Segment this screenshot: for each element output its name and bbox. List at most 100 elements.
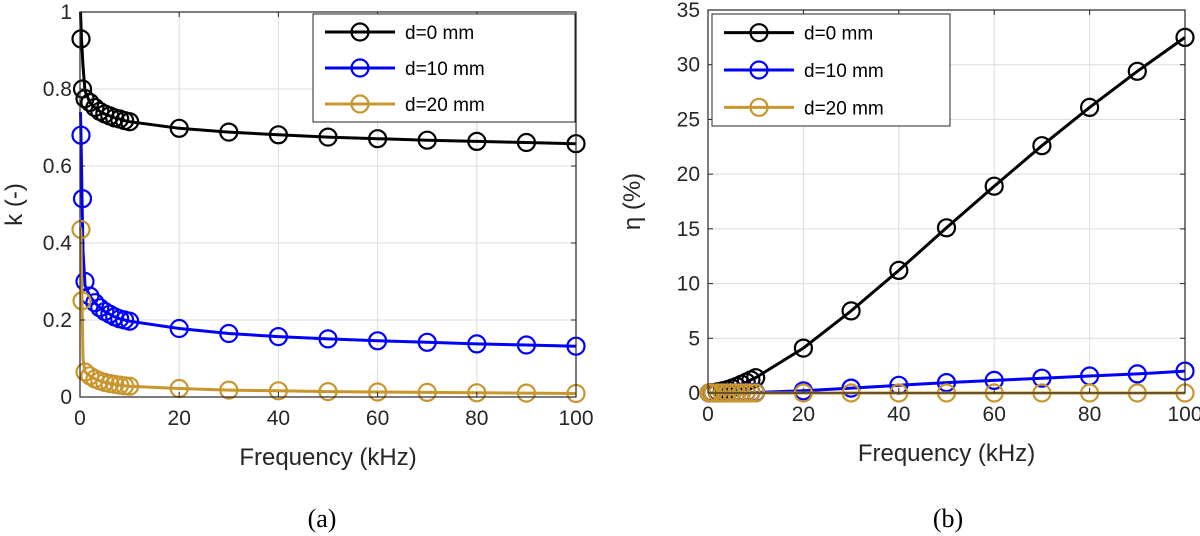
data-point bbox=[368, 129, 388, 149]
y-tick-label: 5 bbox=[688, 327, 700, 350]
data-point bbox=[984, 176, 1004, 196]
data-point bbox=[71, 29, 91, 49]
data-point bbox=[467, 383, 487, 403]
data-point bbox=[841, 301, 861, 321]
data-point bbox=[516, 132, 537, 153]
data-point bbox=[219, 380, 239, 400]
legend-label: d=0 mm bbox=[405, 23, 474, 44]
series-line bbox=[707, 369, 1186, 395]
x-tick-label: 100 bbox=[1167, 403, 1200, 426]
x-tick-label: 0 bbox=[702, 403, 714, 426]
legend-label: d=10 mm bbox=[804, 61, 884, 82]
legend-marker bbox=[350, 22, 370, 42]
legend-label: d=10 mm bbox=[405, 59, 485, 80]
axes-frame bbox=[707, 9, 1186, 394]
data-point bbox=[318, 329, 338, 349]
legend-entry: d=20 mm bbox=[724, 97, 884, 119]
data-point bbox=[368, 331, 388, 351]
data-point bbox=[467, 334, 487, 354]
legend-label: d=20 mm bbox=[405, 95, 485, 116]
data-point bbox=[1079, 97, 1100, 118]
panel-caption: (b) bbox=[933, 504, 963, 533]
x-tick-label: 40 bbox=[887, 403, 910, 426]
y-tick-label: 10 bbox=[677, 273, 700, 296]
x-tick-label: 40 bbox=[267, 407, 290, 430]
legend: d=0 mm d=10 mm d=20 mm bbox=[711, 13, 951, 127]
y-tick-label: 15 bbox=[677, 218, 700, 241]
x-axis-label: Frequency (kHz) bbox=[239, 444, 416, 471]
y-axis-label: η (%) bbox=[619, 173, 646, 230]
series-d-20-mm bbox=[71, 219, 586, 404]
data-point bbox=[841, 378, 861, 398]
data-point bbox=[268, 327, 288, 347]
data-point bbox=[71, 219, 91, 240]
data-point bbox=[72, 189, 93, 209]
data-point bbox=[219, 122, 239, 142]
y-tick-label: 1 bbox=[60, 1, 72, 24]
x-tick-label: 0 bbox=[74, 407, 86, 430]
data-point bbox=[268, 125, 288, 145]
data-point bbox=[169, 318, 189, 339]
panel-caption: (a) bbox=[308, 504, 337, 533]
data-point bbox=[169, 118, 189, 138]
x-tick-label: 80 bbox=[465, 407, 488, 430]
panel-a: 0 20 40 60 80 100 0 0.2 0.4 0.6 0.8 1 Frequency (kHz… bbox=[1, 1, 594, 533]
data-point bbox=[120, 311, 140, 331]
y-tick-label: 0.6 bbox=[43, 155, 72, 178]
x-tick-label: 100 bbox=[558, 407, 593, 430]
x-tick-label: 60 bbox=[366, 407, 389, 430]
data-point bbox=[1127, 364, 1147, 384]
y-tick-label: 25 bbox=[677, 108, 700, 131]
y-tick-label: 35 bbox=[677, 0, 700, 22]
data-point bbox=[75, 362, 95, 382]
data-point bbox=[417, 130, 437, 150]
data-point bbox=[793, 338, 814, 358]
data-point bbox=[417, 382, 437, 402]
data-point bbox=[90, 298, 110, 318]
data-point bbox=[120, 112, 140, 132]
series-d-10-mm bbox=[71, 112, 586, 356]
x-tick-label: 20 bbox=[792, 403, 815, 426]
data-point bbox=[1032, 368, 1052, 388]
data-point bbox=[268, 381, 288, 401]
data-point bbox=[516, 383, 537, 403]
legend-marker bbox=[749, 60, 769, 80]
y-tick-label: 0.4 bbox=[43, 232, 73, 255]
data-point bbox=[936, 373, 957, 393]
y-tick-label: 0.2 bbox=[43, 309, 72, 332]
data-point bbox=[516, 335, 537, 355]
legend-label: d=20 mm bbox=[804, 98, 884, 119]
x-tick-label: 60 bbox=[983, 403, 1006, 426]
legend-marker bbox=[749, 97, 769, 117]
legend-marker bbox=[350, 94, 370, 114]
y-tick-label: 30 bbox=[677, 54, 700, 77]
axes-frame bbox=[79, 11, 577, 398]
data-point bbox=[318, 382, 338, 402]
y-tick-label: 0 bbox=[688, 382, 700, 405]
data-point bbox=[936, 218, 957, 238]
legend-entry: d=10 mm bbox=[724, 60, 884, 82]
data-point bbox=[1127, 61, 1147, 81]
series-line bbox=[79, 227, 577, 395]
series-d-0-mm bbox=[71, 11, 586, 154]
legend-marker bbox=[350, 58, 370, 78]
data-point bbox=[368, 382, 388, 402]
data-point bbox=[85, 97, 105, 118]
x-tick-label: 80 bbox=[1078, 403, 1101, 426]
data-point bbox=[71, 125, 91, 145]
legend-entry: d=0 mm bbox=[724, 23, 873, 45]
data-point bbox=[72, 291, 92, 311]
panel-b: 0 20 40 60 80 100 0 5 10 15 20 25 30 35 Frequency (kHz… bbox=[619, 0, 1200, 533]
data-point bbox=[1032, 136, 1052, 156]
data-point bbox=[417, 332, 437, 352]
y-tick-label: 20 bbox=[677, 163, 700, 186]
legend-entry: d=20 mm bbox=[325, 94, 485, 116]
y-tick-label: 0 bbox=[60, 386, 72, 409]
data-point bbox=[318, 127, 338, 147]
legend-label: d=0 mm bbox=[804, 24, 873, 45]
data-point bbox=[219, 323, 239, 344]
y-tick-label: 0.8 bbox=[43, 78, 72, 101]
data-point bbox=[467, 131, 487, 151]
legend-entry: d=0 mm bbox=[325, 22, 474, 44]
data-point bbox=[889, 260, 909, 280]
